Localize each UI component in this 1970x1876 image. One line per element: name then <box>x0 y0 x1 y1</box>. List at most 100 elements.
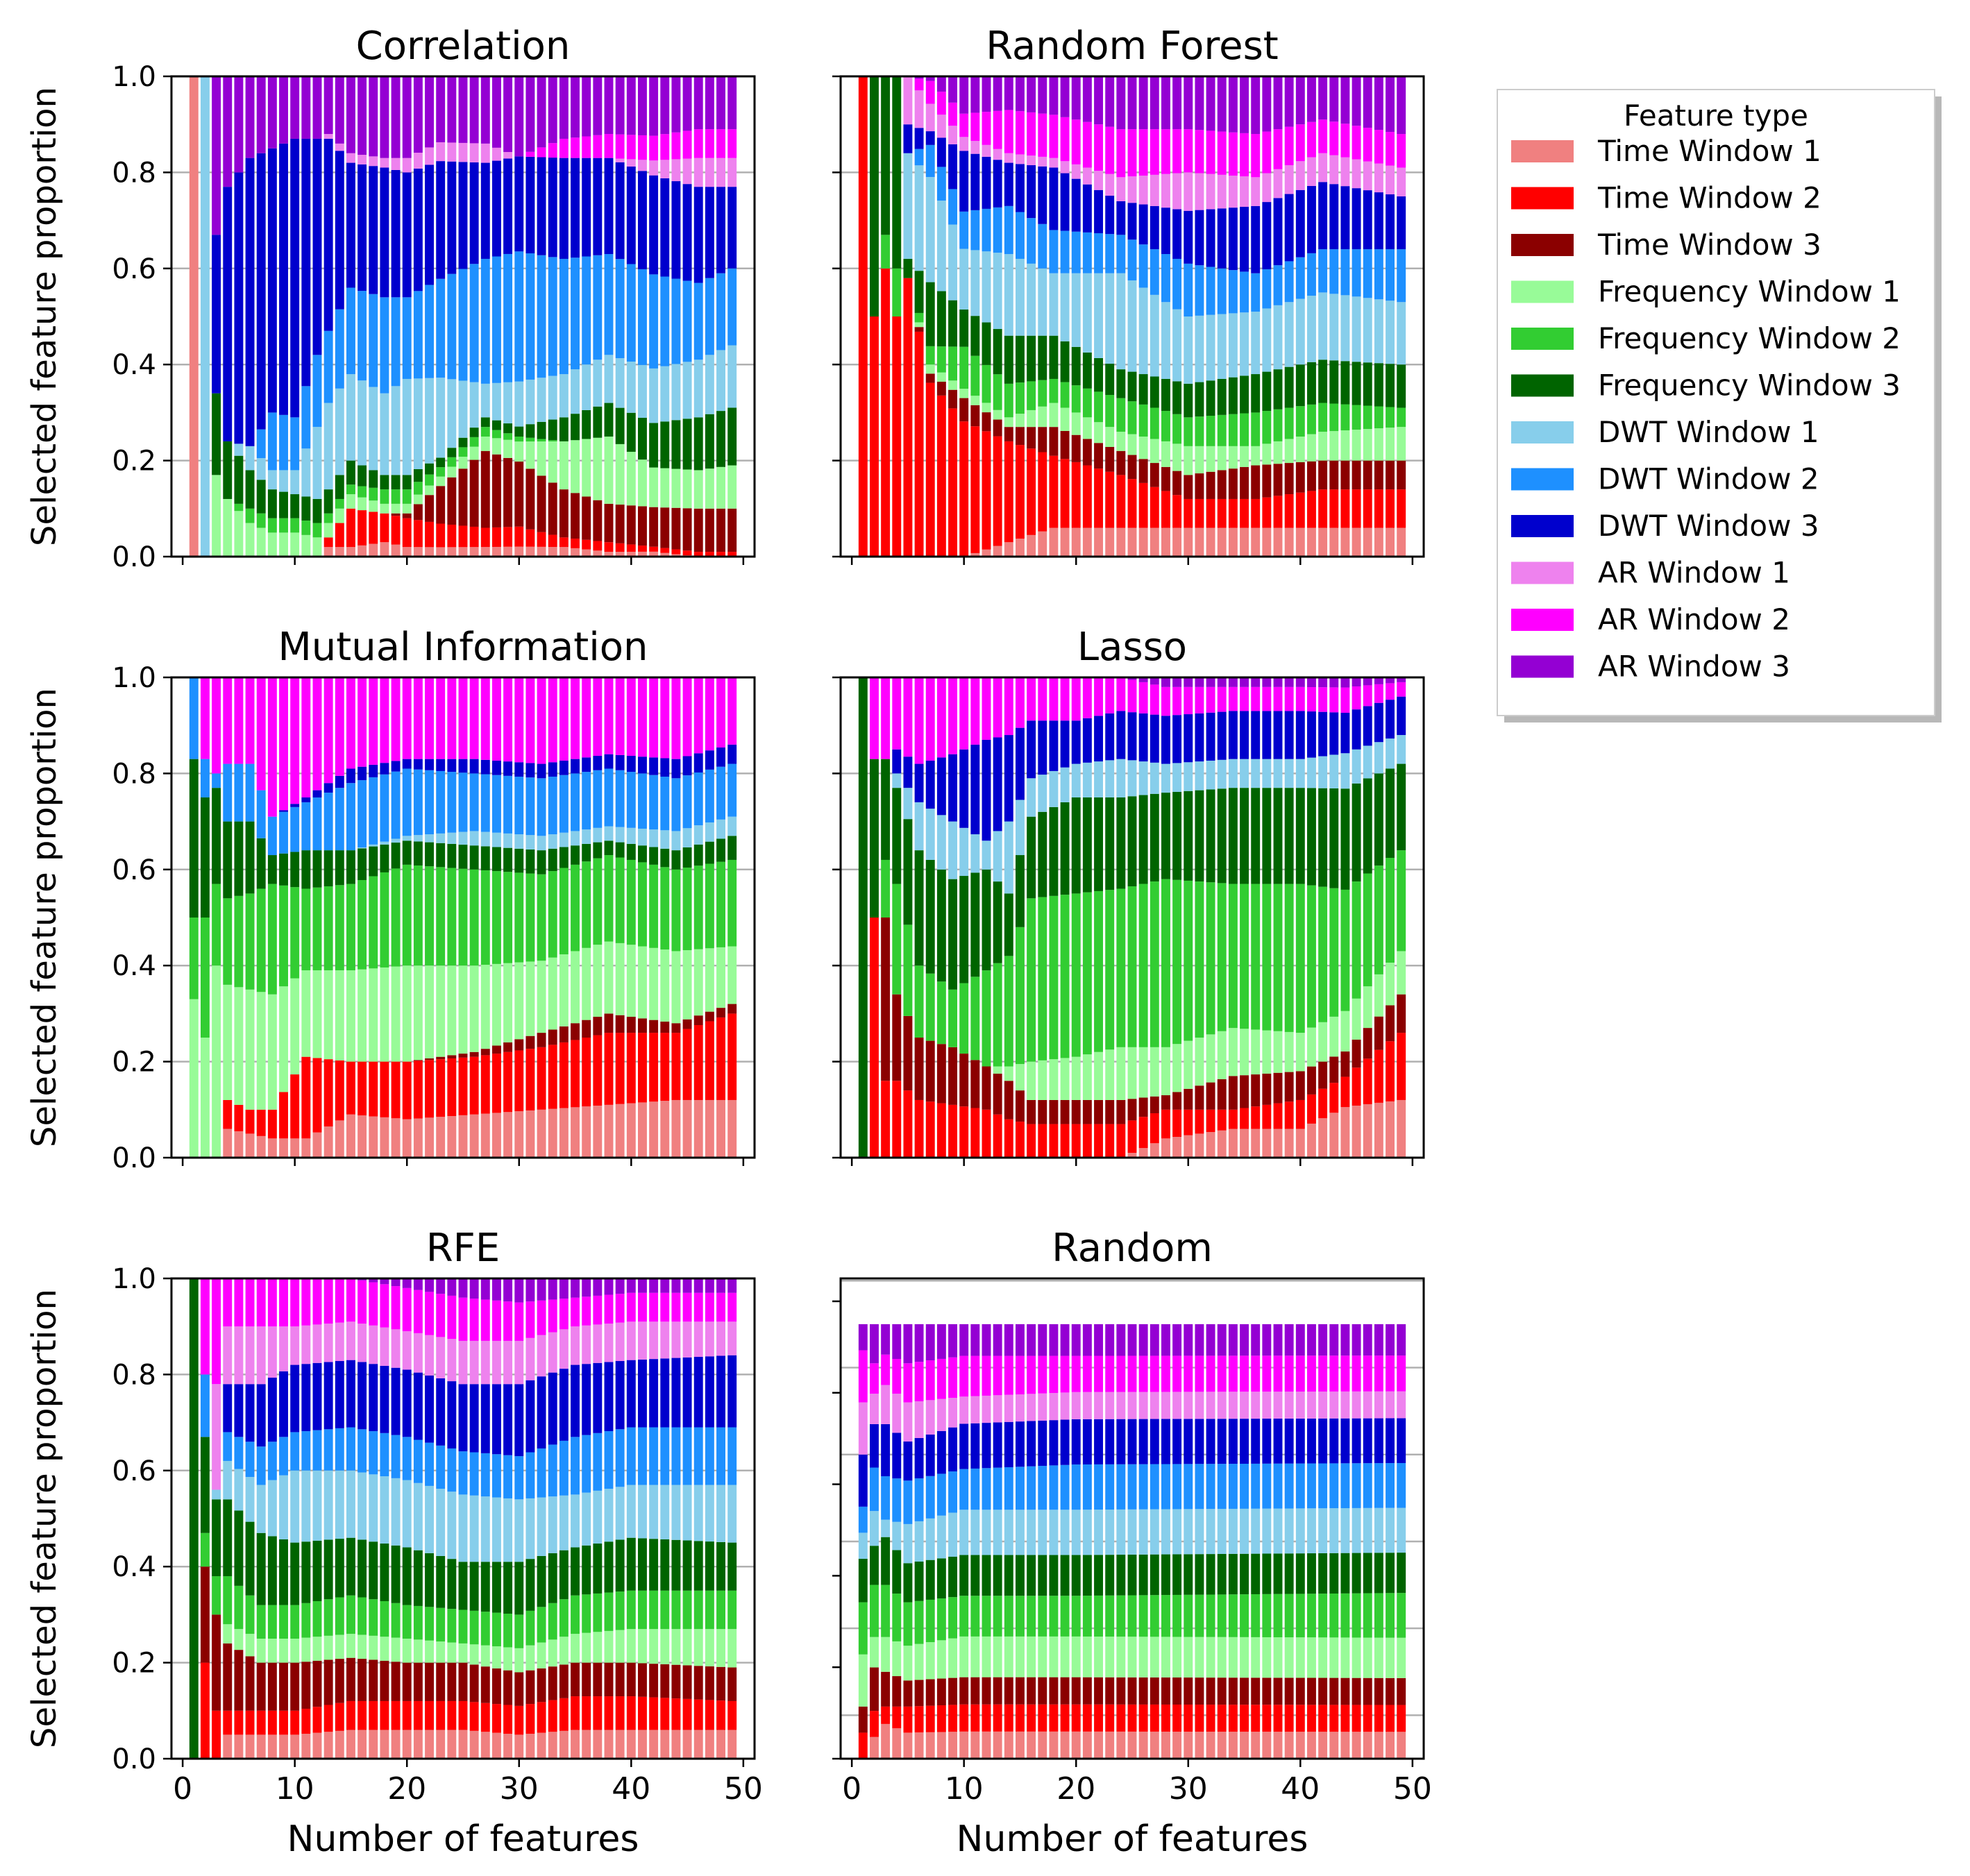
bar-stack-21 <box>413 76 423 557</box>
bar-segment-frequency-window-1 <box>970 1636 980 1678</box>
bar-segment-dwt-window-3 <box>660 178 670 277</box>
bar-segment-dwt-window-3 <box>604 158 614 255</box>
bar-stack-42 <box>1318 1324 1328 1759</box>
bar-segment-ar-window-2 <box>1340 124 1350 158</box>
bar-segment-frequency-window-3 <box>615 1539 625 1592</box>
bar-segment-time-window-3 <box>1251 1074 1261 1107</box>
bar-segment-time-window-3 <box>936 1678 946 1706</box>
bar-segment-frequency-window-2 <box>892 1594 902 1641</box>
bar-segment-frequency-window-3 <box>548 1553 557 1603</box>
bar-segment-frequency-window-2 <box>380 872 389 967</box>
bar-segment-dwt-window-3 <box>1329 184 1339 250</box>
x-tick-label: 30 <box>1169 1771 1208 1807</box>
bar-segment-frequency-window-1 <box>638 1629 647 1664</box>
bar-segment-time-window-1 <box>604 1104 614 1158</box>
bar-segment-time-window-3 <box>936 381 946 396</box>
bar-segment-ar-window-2 <box>548 143 557 158</box>
bar-segment-dwt-window-1 <box>1273 305 1283 370</box>
bar-stack-8 <box>267 76 277 557</box>
bar-segment-ar-window-3 <box>1138 677 1148 682</box>
bar-segment-time-window-3 <box>1318 1678 1328 1705</box>
bar-segment-frequency-window-3 <box>323 850 333 887</box>
bar-stack-47 <box>1374 76 1383 557</box>
bar-segment-frequency-window-2 <box>671 869 681 952</box>
bar-segment-dwt-window-3 <box>425 1375 434 1443</box>
bar-segment-frequency-window-1 <box>436 965 446 1057</box>
bar-segment-frequency-window-2 <box>1082 1596 1092 1637</box>
bar-segment-ar-window-3 <box>660 1278 670 1293</box>
bar-segment-time-window-1 <box>1340 527 1350 557</box>
bar-segment-dwt-window-3 <box>1295 189 1305 257</box>
bar-segment-ar-window-3 <box>1206 677 1215 687</box>
bar-segment-ar-window-2 <box>716 1292 725 1322</box>
bar-segment-dwt-window-2 <box>525 253 535 380</box>
bar-segment-frequency-window-3 <box>1172 1554 1182 1595</box>
subplot-title: Lasso <box>1077 625 1187 670</box>
bar-segment-frequency-window-3 <box>604 1541 614 1593</box>
bar-segment-ar-window-2 <box>870 1363 879 1394</box>
bar-segment-time-window-3 <box>1150 463 1159 487</box>
bar-segment-ar-window-1 <box>925 1400 935 1435</box>
bar-segment-dwt-window-1 <box>638 364 647 419</box>
bar-segment-frequency-window-2 <box>1038 1596 1047 1637</box>
bar-segment-frequency-window-1 <box>1295 1637 1305 1678</box>
bar-segment-dwt-window-2 <box>925 144 935 177</box>
bar-segment-time-window-1 <box>615 1730 625 1759</box>
bar-stack-36 <box>1251 76 1261 557</box>
bar-stack-10 <box>290 1278 300 1759</box>
bar-segment-ar-window-3 <box>1352 76 1361 126</box>
bar-segment-time-window-3 <box>582 1662 591 1697</box>
bar-segment-frequency-window-2 <box>959 346 969 389</box>
bar-segment-ar-window-2 <box>1027 677 1036 721</box>
bar-segment-time-window-2 <box>525 1049 535 1110</box>
bar-segment-frequency-window-3 <box>492 847 501 872</box>
bar-segment-frequency-window-3 <box>693 417 703 471</box>
bar-segment-time-window-3 <box>1284 463 1294 495</box>
bar-stack-35 <box>571 1278 580 1759</box>
bar-segment-ar-window-3 <box>1262 677 1272 687</box>
bar-segment-ar-window-2 <box>1307 121 1316 158</box>
bar-segment-dwt-window-1 <box>492 1497 501 1562</box>
bar-segment-time-window-2 <box>346 508 355 548</box>
bar-stack-38 <box>1273 1324 1283 1759</box>
bar-segment-frequency-window-2 <box>1060 382 1070 408</box>
bar-segment-ar-window-3 <box>914 1324 924 1362</box>
bar-segment-frequency-window-2 <box>1161 411 1170 441</box>
bar-stack-37 <box>593 76 603 557</box>
bar-segment-time-window-1 <box>1284 1732 1294 1759</box>
bar-segment-dwt-window-1 <box>858 1532 868 1559</box>
bar-segment-time-window-3 <box>959 1054 969 1107</box>
legend-swatch-dwt-window-3 <box>1511 515 1574 537</box>
bar-segment-dwt-window-2 <box>593 1433 603 1491</box>
bar-segment-time-window-3 <box>212 1614 221 1711</box>
bar-segment-time-window-3 <box>525 1036 535 1049</box>
bar-segment-ar-window-2 <box>1251 1355 1261 1392</box>
bar-segment-time-window-3 <box>593 500 603 541</box>
bar-segment-ar-window-2 <box>1184 686 1193 715</box>
bar-segment-dwt-window-2 <box>1105 234 1115 273</box>
bar-segment-ar-window-2 <box>870 677 879 759</box>
bar-segment-frequency-window-1 <box>1206 1637 1215 1678</box>
bar-segment-ar-window-3 <box>1016 76 1025 112</box>
bar-segment-frequency-window-3 <box>1082 352 1092 389</box>
bar-segment-frequency-window-3 <box>1116 797 1126 889</box>
bar-segment-dwt-window-2 <box>892 1478 902 1522</box>
bar-segment-time-window-1 <box>223 1734 233 1759</box>
bar-segment-ar-window-2 <box>1206 686 1215 713</box>
bar-segment-dwt-window-2 <box>234 763 244 822</box>
bar-segment-frequency-window-2 <box>881 235 891 269</box>
bar-segment-ar-window-1 <box>1374 163 1383 193</box>
bar-segment-frequency-window-1 <box>1273 1031 1283 1073</box>
bar-segment-dwt-window-3 <box>1318 182 1328 250</box>
bar-segment-ar-window-2 <box>1094 124 1103 171</box>
bar-segment-dwt-window-3 <box>1161 1419 1170 1464</box>
bar-segment-frequency-window-1 <box>436 476 446 487</box>
bar-segment-time-window-2 <box>1273 1103 1283 1129</box>
bar-segment-frequency-window-1 <box>1027 1061 1036 1100</box>
bar-segment-time-window-2 <box>1273 1705 1283 1732</box>
bar-segment-frequency-window-3 <box>480 1562 490 1612</box>
bar-segment-dwt-window-1 <box>323 1470 333 1540</box>
bar-segment-ar-window-3 <box>571 1278 580 1298</box>
bar-segment-ar-window-2 <box>1251 686 1261 711</box>
